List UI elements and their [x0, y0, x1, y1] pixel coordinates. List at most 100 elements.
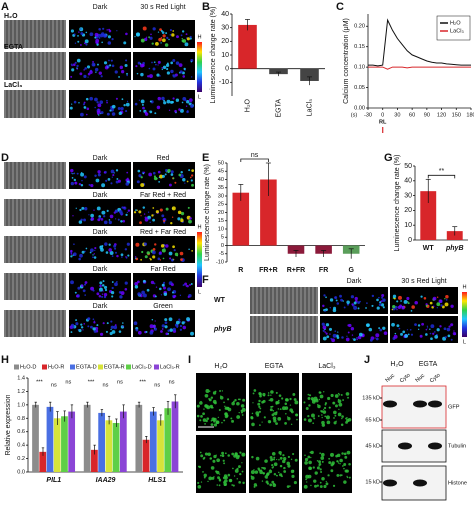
signal-spot: [327, 396, 331, 401]
column-header: Far Red + Red: [140, 192, 186, 199]
signal-spot: [90, 217, 95, 221]
signal-spot: [84, 39, 89, 44]
signal-spot: [242, 398, 246, 402]
signal-spot: [450, 338, 453, 341]
signal-spot: [123, 206, 126, 209]
signal-spot: [199, 401, 203, 405]
signal-spot: [121, 70, 125, 74]
signal-spot: [242, 481, 245, 485]
signal-spot: [426, 325, 429, 327]
signal-spot: [109, 214, 114, 219]
signal-spot: [347, 396, 350, 399]
signal-spot: [379, 301, 382, 304]
signal-spot: [404, 334, 409, 338]
bar: [232, 192, 250, 246]
signal-spot: [171, 206, 176, 211]
signal-spot: [158, 176, 160, 179]
column-header: 30 s Red Light: [140, 4, 185, 11]
signal-spot: [357, 301, 360, 304]
y-tick-label: -10: [216, 259, 224, 265]
signal-spot: [181, 38, 183, 40]
signal-spot: [176, 255, 179, 257]
x-tick-label: phyB: [445, 245, 464, 252]
signal-spot: [103, 215, 106, 218]
signal-spot: [224, 475, 228, 480]
signal-spot: [157, 96, 162, 101]
signal-spot: [120, 291, 125, 296]
signal-spot: [170, 221, 173, 225]
signal-spot: [439, 325, 442, 328]
signal-spot: [263, 416, 266, 419]
y-tick-label: -5: [219, 251, 224, 257]
signal-spot: [269, 421, 271, 423]
signal-spot: [89, 251, 92, 254]
signal-spot: [273, 456, 276, 459]
signal-spot: [82, 329, 84, 331]
signal-spot: [147, 75, 150, 78]
signal-spot: [196, 404, 200, 408]
signal-spot: [164, 43, 169, 47]
signal-spot: [335, 299, 338, 302]
signal-spot: [187, 295, 190, 298]
signal-spot: [283, 470, 287, 473]
series-line: [368, 66, 471, 70]
y-axis-label: Luminescence change rate (%): [210, 7, 217, 104]
signal-spot: [87, 325, 90, 328]
signal-spot: [127, 209, 131, 212]
signal-spot: [93, 253, 95, 255]
signal-spot: [155, 210, 159, 214]
signal-spot: [161, 328, 164, 330]
signal-spot: [411, 305, 415, 309]
signal-spot: [178, 173, 182, 177]
signal-spot: [304, 454, 306, 457]
signal-spot: [121, 256, 123, 258]
y-tick-label: 40: [404, 178, 412, 185]
signal-spot: [392, 305, 396, 309]
signal-spot: [154, 295, 157, 298]
signal-spot: [320, 410, 324, 413]
signal-spot: [108, 29, 112, 33]
signal-spot: [179, 108, 184, 113]
signal-spot: [72, 173, 74, 175]
signal-spot: [345, 337, 350, 342]
signal-spot: [242, 454, 244, 456]
signal-spot: [241, 407, 246, 412]
micrograph: [69, 236, 131, 263]
signal-spot: [414, 301, 418, 305]
signal-spot: [148, 67, 151, 70]
micrograph: [69, 20, 131, 48]
signal-spot: [425, 328, 428, 331]
signal-spot: [337, 331, 339, 333]
signal-spot: [357, 335, 362, 340]
signal-spot: [446, 327, 451, 332]
signal-spot: [180, 34, 183, 37]
signal-spot: [70, 168, 74, 173]
group-header: H₂O: [390, 361, 404, 368]
signal-spot: [273, 482, 276, 485]
signal-spot: [90, 248, 94, 253]
signal-spot: [429, 328, 431, 330]
micrograph: [196, 373, 246, 431]
signal-spot: [165, 32, 168, 35]
signal-spot: [70, 331, 73, 333]
signal-spot: [169, 29, 172, 32]
signal-spot: [181, 321, 185, 325]
signal-spot: [186, 37, 190, 41]
signal-spot: [160, 330, 163, 333]
signal-spot: [111, 64, 115, 68]
signal-spot: [281, 397, 284, 400]
signal-spot: [213, 454, 217, 459]
marker-label: 45 kD: [365, 443, 380, 449]
micrograph: [4, 20, 66, 48]
signal-spot: [135, 209, 137, 212]
signal-spot: [144, 37, 148, 42]
column-header: Dark: [93, 229, 108, 236]
signal-spot: [278, 394, 282, 397]
signal-spot: [186, 284, 189, 288]
signal-spot: [73, 33, 76, 36]
signal-spot: [253, 485, 256, 488]
signal-spot: [157, 257, 161, 261]
signal-spot: [350, 295, 355, 299]
signal-spot: [166, 67, 169, 71]
signal-spot: [232, 467, 234, 470]
